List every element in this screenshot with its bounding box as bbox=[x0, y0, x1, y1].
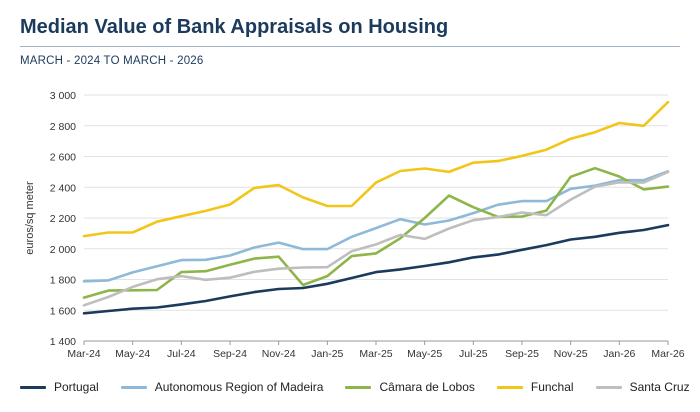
x-tick-label: May-24 bbox=[115, 348, 150, 360]
y-tick-label: 1 400 bbox=[50, 336, 76, 348]
title-divider bbox=[20, 46, 680, 47]
y-tick-label: 1 600 bbox=[50, 305, 76, 317]
y-tick-label: 2 600 bbox=[50, 152, 76, 164]
legend-swatch bbox=[496, 385, 523, 389]
x-tick-label: Nov-24 bbox=[262, 348, 296, 360]
legend-label: Câmara de Lobos bbox=[379, 380, 475, 394]
chart-legend: Portugal Autonomous Region of Madeira Câma… bbox=[20, 380, 700, 394]
x-tick-label: Mar-24 bbox=[67, 348, 100, 360]
y-tick-label: 2 000 bbox=[50, 244, 76, 256]
legend-swatch bbox=[20, 385, 46, 389]
x-tick-label: Sep-25 bbox=[505, 348, 539, 360]
series-line-3 bbox=[82, 100, 670, 238]
x-tick-label: Jul-24 bbox=[167, 348, 196, 360]
y-tick-label: 3 000 bbox=[50, 90, 76, 102]
series-line-4 bbox=[82, 170, 670, 307]
legend-label: Funchal bbox=[530, 380, 574, 394]
y-tick-label: 2 800 bbox=[50, 121, 76, 133]
legend-item: Câmara de Lobos bbox=[345, 380, 475, 394]
legend-item: Autonomous Region of Madeira bbox=[120, 380, 324, 394]
x-tick-label: Jan-25 bbox=[311, 348, 343, 360]
series-line-0 bbox=[82, 223, 670, 315]
legend-label: Santa Cruz bbox=[629, 380, 690, 394]
y-tick-label: 2 200 bbox=[50, 213, 76, 225]
series-line-2 bbox=[82, 166, 670, 299]
legend-label: Portugal bbox=[54, 380, 99, 394]
chart-title: Median Value of Bank Appraisals on Housi… bbox=[20, 16, 449, 38]
x-tick-label: May-25 bbox=[407, 348, 442, 360]
legend-item: Santa Cruz bbox=[595, 380, 690, 394]
x-tick-label: Jan-26 bbox=[603, 348, 635, 360]
legend-item: Portugal bbox=[20, 380, 99, 394]
legend-item: Funchal bbox=[496, 380, 574, 394]
x-tick-label: Jul-25 bbox=[459, 348, 488, 360]
series-lines bbox=[82, 100, 670, 315]
legend-swatch bbox=[120, 385, 147, 389]
y-tick-label: 1 800 bbox=[50, 275, 76, 287]
x-tick-label: Mar-25 bbox=[359, 348, 392, 360]
x-axis-ticks: Mar-24 May-24 Jul-24 Sep-24 Nov-24 Jan-25 Mar-… bbox=[67, 341, 685, 360]
x-tick-label: Nov-25 bbox=[554, 348, 588, 360]
legend-label: Autonomous Region of Madeira bbox=[154, 380, 324, 394]
x-tick-label: Mar-26 bbox=[651, 348, 684, 360]
y-axis-ticks: 1 400 1 600 1 800 2 000 2 200 2 400 2 600 2 800… bbox=[50, 90, 76, 348]
y-tick-label: 2 400 bbox=[50, 182, 76, 194]
legend-swatch bbox=[345, 385, 372, 389]
legend-swatch bbox=[595, 385, 622, 389]
series-line-1 bbox=[82, 170, 670, 283]
chart-subtitle: MARCH - 2024 TO MARCH - 2026 bbox=[20, 55, 204, 67]
y-axis-label: euros/sq meter bbox=[24, 181, 36, 255]
x-tick-label: Sep-24 bbox=[213, 348, 247, 360]
